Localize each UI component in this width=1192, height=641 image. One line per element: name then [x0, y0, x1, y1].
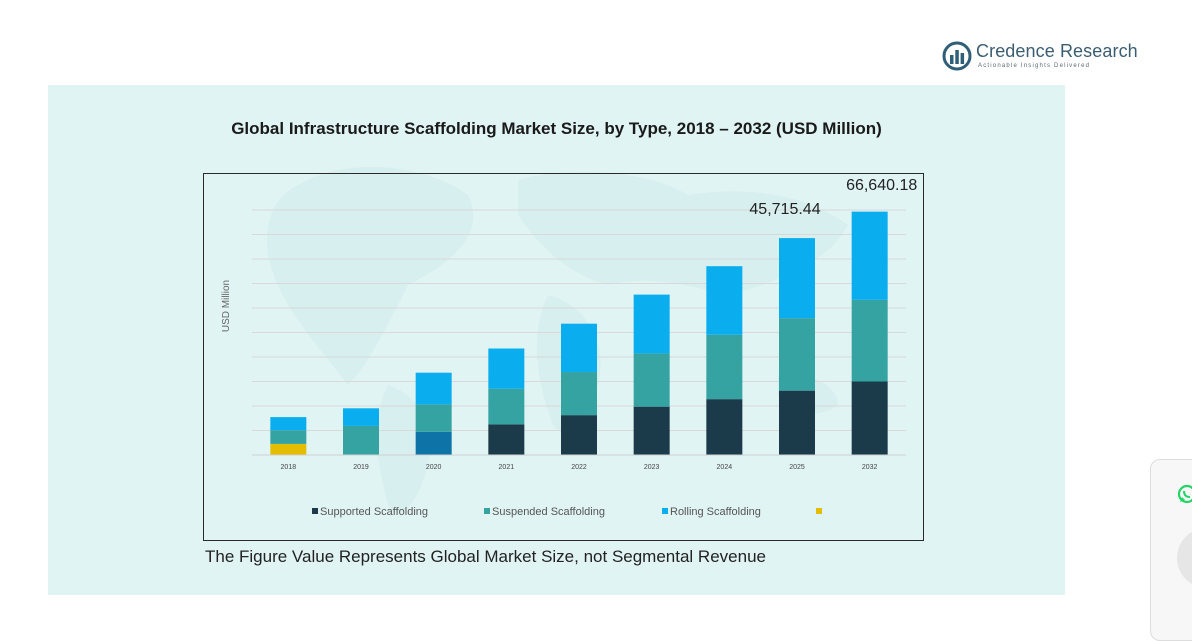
bar-segment	[343, 425, 379, 455]
bar-segment	[415, 431, 452, 455]
bar-segment	[706, 266, 743, 335]
x-tick-label: 2024	[717, 464, 733, 471]
legend-swatch	[312, 508, 318, 514]
bar-segment	[415, 372, 452, 405]
bar-segment	[633, 294, 670, 354]
bar-segment	[851, 211, 888, 300]
bar-segment	[343, 408, 379, 426]
bar-segment	[561, 415, 597, 455]
x-tick-label: 2020	[426, 464, 442, 471]
bar-segment	[415, 404, 452, 432]
bar-segment	[488, 348, 525, 389]
chart-title: Global Infrastructure Scaffolding Market…	[231, 119, 882, 138]
bar-segment	[706, 399, 743, 455]
brand-logo[interactable]: Credence Research Actionable Insights De…	[942, 40, 1142, 74]
brand-tagline: Actionable Insights Delivered	[978, 63, 1091, 69]
x-tick-label: 2021	[499, 464, 515, 471]
bar-segment	[561, 372, 597, 416]
legend-swatch	[484, 508, 490, 514]
bar-segment	[561, 323, 597, 373]
side-contact-widget[interactable]	[1150, 459, 1192, 641]
x-tick-label: 2023	[644, 464, 660, 471]
x-tick-label: 2022	[571, 464, 587, 471]
bar-chart-circle-logo-icon	[942, 41, 972, 71]
bar-segment	[851, 381, 888, 455]
x-tick-label: 2018	[281, 464, 297, 471]
chat-avatar[interactable]	[1177, 528, 1192, 588]
bar-segment	[270, 417, 307, 431]
data-label: 45,715.44	[749, 201, 820, 218]
bar-segment	[851, 299, 888, 382]
bar-segment	[779, 390, 815, 455]
bar-segment	[633, 353, 670, 407]
legend-label: Suspended Scaffolding	[492, 506, 605, 518]
chart-frame: USD Million 2018 2019 2020 2021 2022 2023 2024 2…	[203, 173, 924, 541]
x-tick-label: 2025	[789, 464, 805, 471]
bar-segment	[270, 430, 307, 444]
data-label: 66,640.18	[846, 177, 917, 194]
bar-segment	[488, 388, 525, 425]
whatsapp-icon[interactable]	[1177, 484, 1192, 504]
y-axis-label: USD Million	[221, 280, 232, 332]
legend-swatch	[816, 508, 822, 514]
legend-label: Supported Scaffolding	[320, 506, 428, 518]
bar-segment	[633, 406, 670, 455]
bar-segment	[779, 318, 815, 391]
chart-panel	[48, 85, 1065, 595]
bar-segment	[706, 334, 743, 400]
stacked-bar-chart: USD Million 2018 2019 2020 2021 2022 2023 2024 2…	[221, 177, 917, 518]
x-tick-label: 2019	[353, 464, 369, 471]
x-tick-label: 2032	[862, 464, 878, 471]
legend-label: Rolling Scaffolding	[670, 506, 761, 518]
bar-segment	[488, 424, 525, 455]
brand-name: Credence Research	[976, 41, 1138, 61]
legend-swatch	[662, 508, 668, 514]
bar-segment	[779, 238, 815, 319]
footnote: The Figure Value Represents Global Marke…	[205, 547, 766, 566]
bar-segment	[270, 443, 307, 455]
